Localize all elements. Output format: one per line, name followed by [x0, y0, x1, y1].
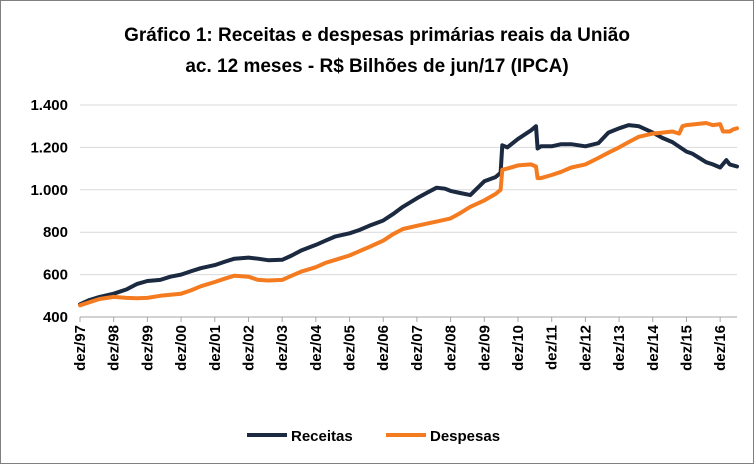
- series-lines: [78, 121, 739, 308]
- x-tick-label: dez/04: [308, 324, 325, 371]
- y-tick-label: 600: [43, 267, 68, 284]
- x-tick-label: dez/99: [139, 325, 156, 371]
- x-tick-label: dez/03: [274, 325, 291, 371]
- legend: Receitas Despesas: [247, 428, 500, 445]
- chart-title-line-1: Gráfico 1: Receitas e despesas primárias…: [124, 25, 630, 46]
- x-tick-label: dez/10: [510, 325, 527, 371]
- x-tick-label: dez/01: [207, 325, 224, 371]
- y-tick-label: 1.400: [30, 97, 68, 114]
- legend-item-receitas: Receitas: [247, 428, 353, 445]
- series-line-receitas: [78, 123, 739, 307]
- y-tick-label: 1.000: [30, 182, 68, 199]
- x-tick-label: dez/12: [577, 325, 594, 371]
- x-tick-label: dez/98: [106, 325, 123, 371]
- x-tick-label: dez/16: [712, 325, 729, 371]
- x-tick-label: dez/14: [645, 324, 662, 371]
- x-tick-label: dez/05: [342, 325, 359, 371]
- legend-label-receitas: Receitas: [291, 428, 353, 445]
- y-tick-label: 800: [43, 224, 68, 241]
- x-tick-label: dez/02: [240, 325, 257, 371]
- x-tick-labels: dez/97 dez/98 dez/99 dez/00 dez/01 dez/02 dez/…: [72, 324, 729, 371]
- x-tick-label: dez/07: [409, 325, 426, 371]
- x-tick-label: dez/15: [678, 325, 695, 371]
- y-tick-labels: 400 600 800 1.000 1.200 1.400: [30, 97, 68, 326]
- gridlines: [80, 104, 737, 276]
- legend-item-despesas: Despesas: [386, 428, 500, 445]
- chart-title-line-2: ac. 12 meses - R$ Bilhões de jun/17 (IPC…: [185, 56, 568, 77]
- x-tick-label: dez/06: [375, 325, 392, 371]
- x-tick-label: dez/09: [476, 325, 493, 371]
- axes: [79, 316, 737, 322]
- x-tick-label: dez/00: [173, 325, 190, 371]
- x-tick-label: dez/11: [544, 325, 561, 370]
- y-tick-label: 400: [43, 309, 68, 326]
- series-line-despesas: [78, 121, 739, 308]
- y-tick-label: 1.200: [30, 139, 68, 156]
- legend-label-despesas: Despesas: [430, 428, 500, 445]
- x-tick-label: dez/08: [443, 325, 460, 371]
- x-tick-label: dez/97: [72, 325, 89, 371]
- x-tick-label: dez/13: [611, 325, 628, 371]
